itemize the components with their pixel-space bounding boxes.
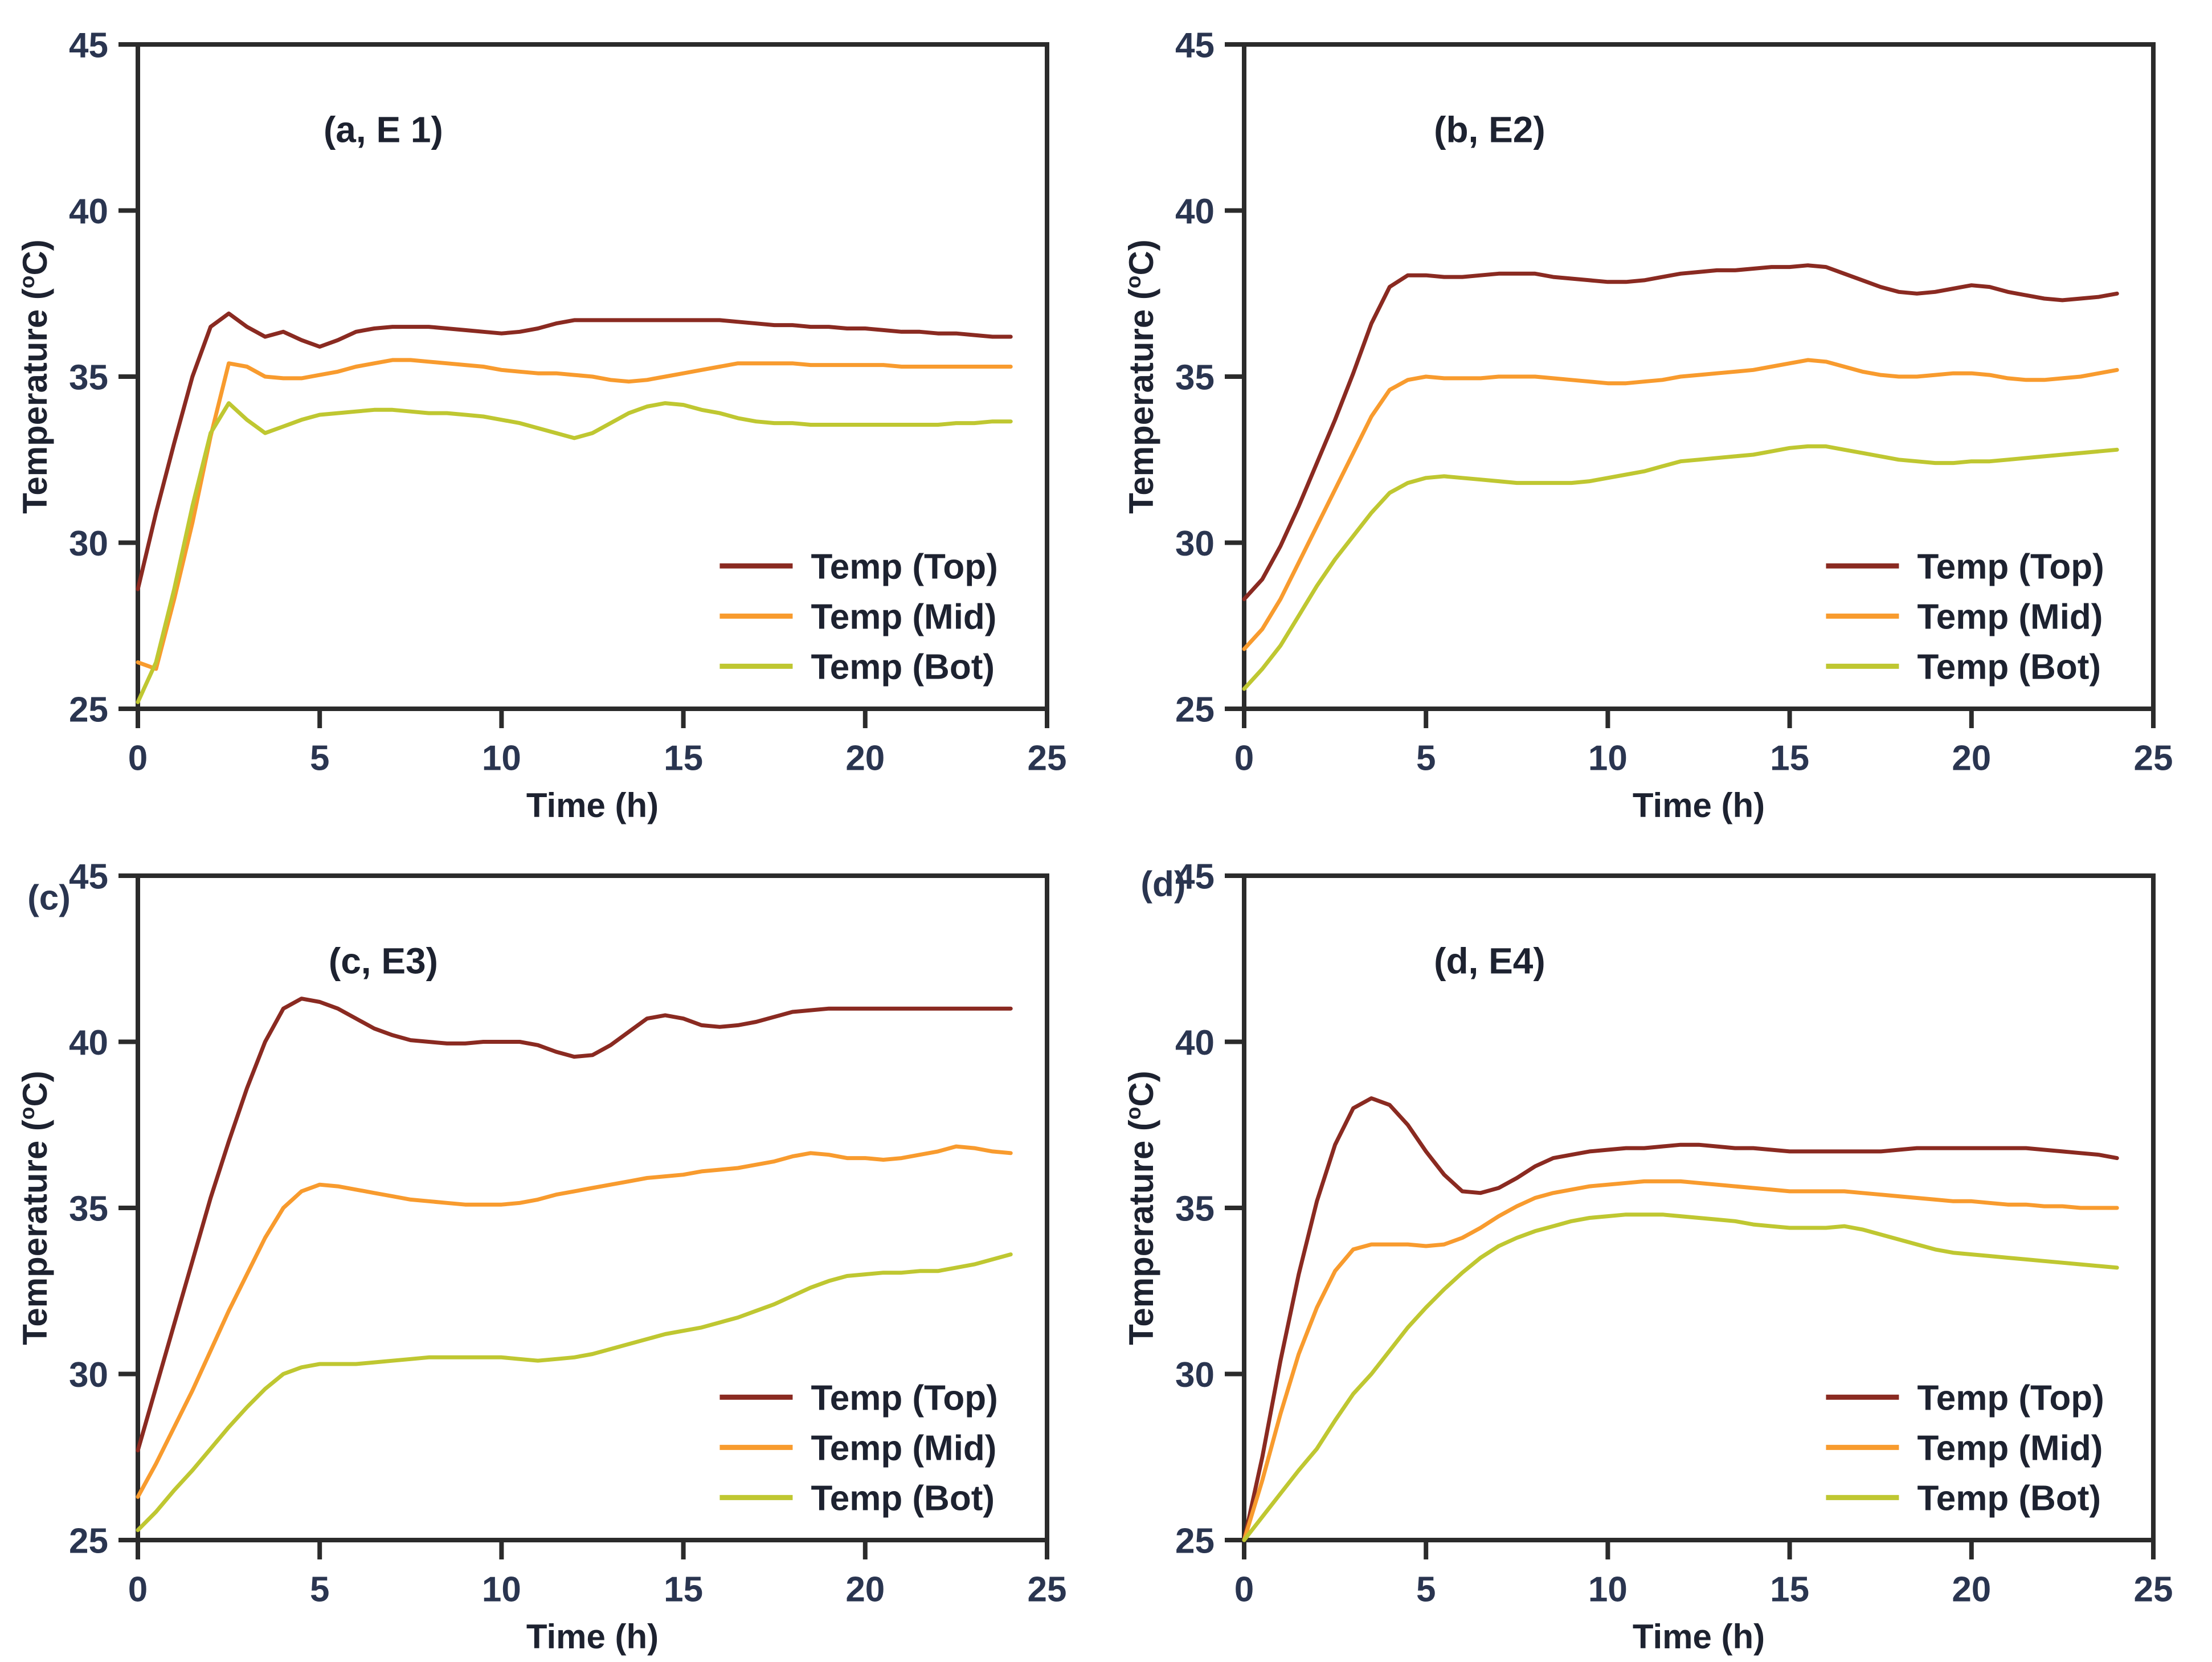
legend-label-bot: Temp (Bot) — [811, 648, 995, 687]
legend-label-mid: Temp (Mid) — [1917, 1428, 2103, 1468]
y-axis-title: Temperature (oC) — [15, 239, 54, 514]
y-tick-label: 30 — [1175, 524, 1215, 563]
series-line-top — [1242, 263, 2119, 602]
panel-title: (c, E3) — [329, 940, 438, 981]
y-axis-title: Temperature (oC) — [1122, 1071, 1160, 1345]
series-line-mid — [136, 358, 1013, 671]
y-tick-label: 35 — [69, 1189, 108, 1228]
x-tick-label: 5 — [310, 739, 329, 778]
series-line-mid — [1242, 1179, 2119, 1542]
x-tick-label: 20 — [1952, 739, 1991, 778]
legend-label-mid: Temp (Mid) — [1917, 598, 2103, 637]
panel-d: 25 30 35 40 45 0 5 10 15 20 25 Time (h) Temperature … — [1106, 831, 2212, 1662]
series-line-bot — [136, 1252, 1013, 1532]
chart-b: 25 30 35 40 45 0 5 10 15 20 25 Time (h) Temperature … — [1122, 26, 2173, 824]
y-tick-label: 25 — [69, 1521, 108, 1561]
x-tick-label: 15 — [664, 1570, 703, 1609]
series-line-bot — [1242, 444, 2119, 691]
series-line-top — [136, 996, 1013, 1452]
x-tick-label: 10 — [1588, 1570, 1627, 1609]
series-line-top — [1242, 1096, 2119, 1542]
y-tick-label: 45 — [1175, 26, 1215, 65]
legend-label-mid: Temp (Mid) — [811, 1428, 996, 1468]
y-axis-title: Temperature (oC) — [1122, 239, 1160, 514]
x-tick-label: 25 — [2133, 739, 2173, 778]
chart-d: 25 30 35 40 45 0 5 10 15 20 25 Time (h) Temperature … — [1122, 857, 2173, 1656]
x-tick-label: 10 — [482, 739, 521, 778]
legend-label-bot: Temp (Bot) — [811, 1479, 995, 1518]
x-tick-label: 20 — [845, 739, 885, 778]
y-tick-label: 30 — [1175, 1355, 1215, 1394]
y-tick-label: 25 — [1175, 1521, 1215, 1561]
legend-label-top: Temp (Top) — [1917, 1378, 2104, 1418]
legend-label-top: Temp (Top) — [811, 548, 997, 587]
x-tick-label: 20 — [1952, 1570, 1991, 1609]
y-tick-label: 40 — [1175, 192, 1215, 231]
y-tick-label: 35 — [69, 358, 108, 397]
legend-label-top: Temp (Top) — [1917, 548, 2104, 587]
x-axis-title: Time (h) — [1632, 1618, 1764, 1656]
y-tick-label: 35 — [1175, 1189, 1215, 1228]
panel-title: (b, E2) — [1434, 109, 1545, 150]
panel-b: 25 30 35 40 45 0 5 10 15 20 25 Time (h) Temperature … — [1106, 0, 2212, 831]
y-tick-label: 30 — [69, 524, 108, 563]
x-tick-label: 15 — [1770, 1570, 1809, 1609]
x-tick-label: 0 — [128, 1570, 148, 1609]
y-tick-label: 45 — [69, 857, 108, 896]
y-tick-label: 40 — [69, 1023, 108, 1062]
x-axis-title: Time (h) — [526, 786, 659, 824]
x-tick-label: 5 — [310, 1570, 329, 1609]
x-tick-label: 0 — [128, 739, 148, 778]
corner-label: (d) — [1140, 864, 1185, 904]
y-tick-label: 25 — [69, 690, 108, 729]
series-line-top — [136, 311, 1013, 591]
y-tick-label: 35 — [1175, 358, 1215, 397]
panel-c: 25 30 35 40 45 0 5 10 15 20 25 Time (h) Temperature … — [0, 831, 1106, 1662]
series-line-bot — [1242, 1212, 2119, 1542]
y-tick-label: 40 — [1175, 1023, 1215, 1062]
chart-c: 25 30 35 40 45 0 5 10 15 20 25 Time (h) Temperature … — [15, 857, 1067, 1656]
y-axis-title: Temperature (oC) — [15, 1071, 54, 1345]
x-tick-label: 0 — [1234, 739, 1253, 778]
y-tick-label: 45 — [69, 26, 108, 65]
y-tick-label: 40 — [69, 192, 108, 231]
legend-label-mid: Temp (Mid) — [811, 598, 996, 637]
legend-label-top: Temp (Top) — [811, 1378, 997, 1418]
y-tick-label: 25 — [1175, 690, 1215, 729]
x-tick-label: 25 — [1028, 739, 1067, 778]
y-tick-label: 30 — [69, 1355, 108, 1394]
x-tick-label: 10 — [482, 1570, 521, 1609]
panel-title: (d, E4) — [1434, 940, 1545, 981]
series-line-mid — [136, 1144, 1013, 1499]
x-tick-label: 25 — [2133, 1570, 2173, 1609]
panel-a: 25 30 35 40 45 0 5 10 15 20 25 Time (h) Temperature … — [0, 0, 1106, 831]
x-tick-label: 15 — [1770, 739, 1809, 778]
x-tick-label: 5 — [1416, 739, 1435, 778]
panel-title: (a, E 1) — [324, 109, 443, 150]
x-axis-title: Time (h) — [526, 1618, 659, 1656]
x-tick-label: 15 — [664, 739, 703, 778]
y-tick-label: 45 — [1175, 857, 1215, 896]
x-tick-label: 0 — [1234, 1570, 1253, 1609]
x-tick-label: 20 — [845, 1570, 885, 1609]
x-tick-label: 5 — [1416, 1570, 1435, 1609]
x-tick-label: 10 — [1588, 739, 1627, 778]
legend-label-bot: Temp (Bot) — [1917, 1479, 2101, 1518]
corner-label: (c) — [27, 878, 71, 917]
x-tick-label: 25 — [1028, 1570, 1067, 1609]
chart-a: 25 30 35 40 45 0 5 10 15 20 25 Time (h) Temperature … — [15, 26, 1067, 824]
legend-label-bot: Temp (Bot) — [1917, 648, 2101, 687]
series-line-mid — [1242, 358, 2119, 651]
x-axis-title: Time (h) — [1632, 786, 1764, 824]
series-line-bot — [136, 401, 1013, 704]
